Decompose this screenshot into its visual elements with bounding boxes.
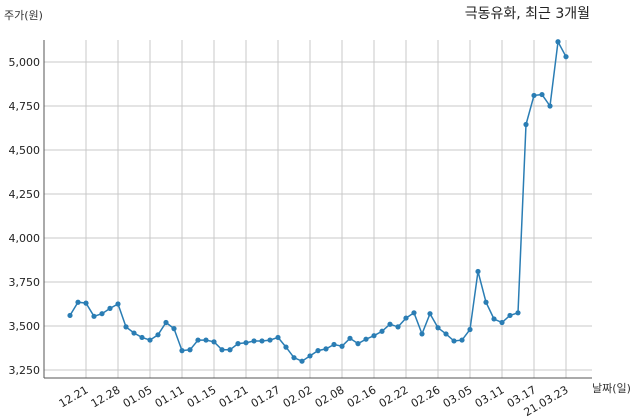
data-point bbox=[379, 328, 385, 334]
x-axis-label: 날짜(일) bbox=[592, 381, 631, 395]
data-point bbox=[419, 331, 425, 337]
data-point bbox=[171, 326, 177, 332]
data-point bbox=[83, 300, 89, 306]
data-point bbox=[411, 310, 417, 316]
data-point bbox=[523, 121, 529, 128]
chart-title: 극동유화, 최근 3개월 bbox=[465, 6, 590, 22]
data-point bbox=[219, 347, 225, 353]
data-point bbox=[123, 324, 129, 330]
x-tick-label: 03.05 bbox=[441, 383, 475, 410]
data-point bbox=[459, 337, 465, 343]
y-tick-label: 4,750 bbox=[9, 100, 41, 113]
data-point bbox=[227, 347, 233, 353]
data-point bbox=[491, 316, 497, 322]
data-point bbox=[331, 341, 337, 348]
data-point bbox=[75, 299, 81, 305]
data-point bbox=[91, 313, 97, 319]
x-tick-label: 01.11 bbox=[153, 383, 187, 410]
data-point bbox=[283, 344, 289, 350]
x-tick-label: 01.15 bbox=[185, 383, 219, 410]
data-point bbox=[67, 312, 73, 319]
x-tick-label: 01.21 bbox=[217, 383, 251, 410]
data-point bbox=[203, 337, 209, 343]
data-point bbox=[267, 337, 273, 343]
data-point bbox=[475, 268, 481, 275]
data-point bbox=[555, 39, 561, 45]
data-point bbox=[147, 337, 153, 343]
y-tick-label: 4,500 bbox=[9, 144, 41, 157]
x-tick-label: 12.21 bbox=[57, 383, 91, 410]
data-point bbox=[347, 335, 353, 341]
data-point bbox=[131, 330, 137, 336]
data-point bbox=[163, 319, 169, 326]
y-tick-label: 4,000 bbox=[9, 232, 41, 245]
data-point bbox=[547, 103, 553, 109]
data-point bbox=[299, 358, 305, 364]
data-point bbox=[531, 92, 537, 99]
data-point bbox=[339, 343, 345, 349]
x-tick-label: 02.02 bbox=[281, 383, 315, 410]
data-point bbox=[483, 299, 489, 305]
data-point bbox=[443, 331, 449, 337]
data-point bbox=[211, 339, 217, 345]
x-tick-label: 03.11 bbox=[473, 383, 507, 410]
series-line bbox=[69, 39, 567, 363]
y-tick-label: 3,500 bbox=[9, 320, 41, 333]
data-point bbox=[195, 337, 201, 343]
data-point bbox=[99, 311, 105, 317]
data-point bbox=[155, 332, 161, 338]
data-point bbox=[499, 319, 505, 326]
data-point bbox=[435, 325, 441, 331]
data-point bbox=[563, 54, 569, 60]
data-point bbox=[275, 334, 281, 341]
data-point bbox=[243, 340, 249, 346]
y-tick-label: 4,250 bbox=[9, 188, 41, 201]
x-tick-label: 02.22 bbox=[377, 383, 411, 410]
data-point bbox=[355, 341, 361, 347]
y-tick-label: 3,250 bbox=[9, 364, 41, 377]
x-tick-label: 01.27 bbox=[249, 383, 283, 410]
data-point bbox=[507, 312, 513, 319]
data-point bbox=[371, 333, 377, 339]
data-point bbox=[387, 321, 393, 327]
data-point bbox=[515, 310, 521, 316]
data-point bbox=[323, 346, 329, 352]
y-tick-label: 5,000 bbox=[9, 56, 41, 69]
data-point bbox=[107, 305, 113, 311]
data-point bbox=[539, 91, 545, 98]
x-tick-label: 02.08 bbox=[313, 383, 347, 410]
data-point bbox=[363, 336, 369, 342]
y-tick-label: 3,750 bbox=[9, 276, 41, 289]
x-tick-label: 02.26 bbox=[409, 383, 443, 410]
data-point bbox=[315, 348, 321, 354]
x-tick-label: 01.05 bbox=[121, 383, 155, 410]
price-series bbox=[67, 39, 569, 364]
data-point bbox=[251, 338, 257, 344]
data-point bbox=[115, 301, 121, 307]
data-point bbox=[307, 353, 313, 359]
x-tick-label: 12.28 bbox=[89, 383, 123, 410]
data-point bbox=[451, 338, 457, 344]
x-tick-label: 02.16 bbox=[345, 383, 379, 410]
data-point bbox=[235, 341, 241, 347]
axes bbox=[43, 40, 592, 379]
data-point bbox=[403, 315, 409, 321]
data-point bbox=[427, 311, 433, 317]
y-tick-labels: 3,250 3,500 3,750 4,000 4,250 4,500 4,750 5,000 bbox=[9, 56, 41, 377]
x-tick-labels: 12.2112.2801.0501.1101.1501.2101.2702.02… bbox=[57, 383, 571, 419]
y-axis-label: 주가(원) bbox=[4, 9, 43, 22]
data-point bbox=[291, 355, 297, 361]
data-point bbox=[259, 338, 265, 344]
data-point bbox=[187, 347, 193, 353]
data-point bbox=[179, 348, 185, 354]
data-point bbox=[395, 324, 401, 330]
data-point bbox=[139, 334, 145, 341]
data-point bbox=[467, 326, 473, 333]
